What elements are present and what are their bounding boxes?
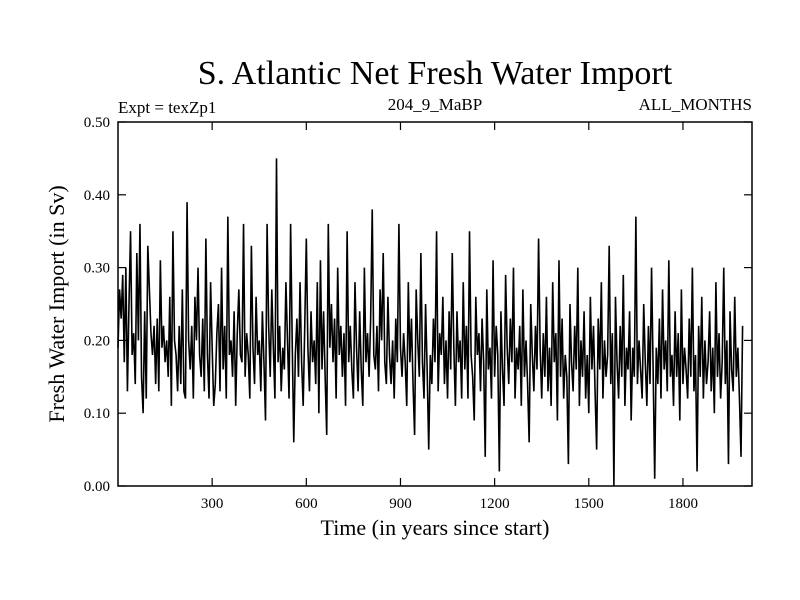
y-axis-ticks: 0.00 0.10 0.20 0.30 0.40 0.50 xyxy=(84,115,752,495)
period-label: 204_9_MaBP xyxy=(388,95,482,114)
y-tick-label: 0.50 xyxy=(84,115,110,131)
fresh-water-series-line xyxy=(117,158,744,487)
x-tick-label: 1800 xyxy=(668,496,698,512)
y-tick-label: 0.40 xyxy=(84,188,110,204)
y-axis-label: Fresh Water Import (in Sv) xyxy=(44,185,69,422)
months-label: ALL_MONTHS xyxy=(639,95,752,114)
y-tick-label: 0.30 xyxy=(84,261,110,277)
y-tick-label: 0.00 xyxy=(84,479,110,495)
plot-frame xyxy=(117,121,753,487)
x-tick-label: 900 xyxy=(389,496,412,512)
experiment-label: Expt = texZp1 xyxy=(118,98,216,117)
x-tick-label: 300 xyxy=(201,496,224,512)
y-tick-label: 0.20 xyxy=(84,333,110,349)
x-tick-label: 1200 xyxy=(480,496,510,512)
x-axis-ticks: 300 600 900 1200 1500 1800 xyxy=(201,122,698,512)
x-tick-label: 600 xyxy=(295,496,318,512)
chart-title: S. Atlantic Net Fresh Water Import xyxy=(198,55,673,92)
y-tick-label: 0.10 xyxy=(84,406,110,422)
x-axis-label: Time (in years since start) xyxy=(321,515,550,540)
x-tick-label: 1500 xyxy=(574,496,604,512)
